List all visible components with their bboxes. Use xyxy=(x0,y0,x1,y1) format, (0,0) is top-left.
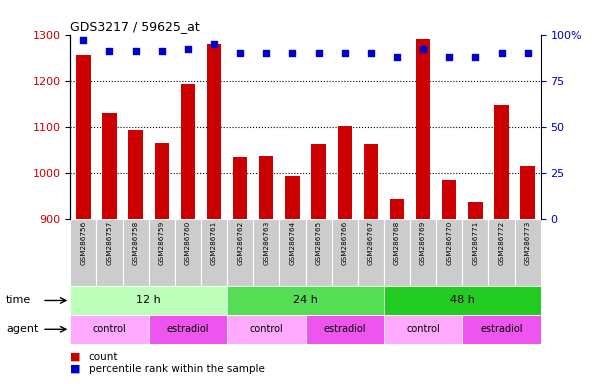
Text: estradiol: estradiol xyxy=(480,324,523,334)
Bar xyxy=(227,219,253,286)
Point xyxy=(131,48,141,54)
Text: GSM286758: GSM286758 xyxy=(133,221,139,265)
Text: GSM286765: GSM286765 xyxy=(315,221,321,265)
Point xyxy=(313,50,323,56)
Text: ■: ■ xyxy=(70,352,81,362)
Point xyxy=(366,50,376,56)
Bar xyxy=(70,286,227,315)
Point xyxy=(419,46,428,52)
Point xyxy=(235,50,245,56)
Bar xyxy=(227,315,306,344)
Text: GSM286760: GSM286760 xyxy=(185,221,191,265)
Text: GDS3217 / 59625_at: GDS3217 / 59625_at xyxy=(70,20,200,33)
Bar xyxy=(285,176,299,219)
Bar xyxy=(463,219,488,286)
Bar xyxy=(337,126,352,219)
Text: ■: ■ xyxy=(70,364,81,374)
Point xyxy=(470,54,480,60)
Bar xyxy=(364,144,378,219)
Bar xyxy=(233,157,247,219)
Text: control: control xyxy=(93,324,126,334)
Bar xyxy=(253,219,279,286)
Text: agent: agent xyxy=(6,324,38,334)
Bar xyxy=(148,219,175,286)
Bar xyxy=(148,315,227,344)
Text: GSM286768: GSM286768 xyxy=(394,221,400,265)
Bar xyxy=(494,104,509,219)
Text: GSM286756: GSM286756 xyxy=(80,221,86,265)
Text: 48 h: 48 h xyxy=(450,295,475,306)
Text: 12 h: 12 h xyxy=(136,295,161,306)
Text: estradiol: estradiol xyxy=(323,324,366,334)
Text: GSM286773: GSM286773 xyxy=(525,221,531,265)
Bar xyxy=(259,156,274,219)
Bar xyxy=(358,219,384,286)
Text: GSM286769: GSM286769 xyxy=(420,221,426,265)
Bar xyxy=(70,219,97,286)
Bar xyxy=(514,219,541,286)
Bar xyxy=(312,144,326,219)
Point xyxy=(340,50,349,56)
Point xyxy=(392,54,402,60)
Point xyxy=(497,50,507,56)
Bar xyxy=(463,315,541,344)
Bar xyxy=(416,39,430,219)
Text: GSM286764: GSM286764 xyxy=(290,221,296,265)
Text: GSM286761: GSM286761 xyxy=(211,221,217,265)
Text: GSM286763: GSM286763 xyxy=(263,221,269,265)
Bar xyxy=(227,286,384,315)
Bar xyxy=(181,84,195,219)
Text: control: control xyxy=(406,324,440,334)
Bar xyxy=(384,219,410,286)
Bar xyxy=(521,166,535,219)
Bar xyxy=(123,219,148,286)
Point xyxy=(288,50,298,56)
Bar xyxy=(306,315,384,344)
Bar xyxy=(279,219,306,286)
Bar xyxy=(76,55,90,219)
Text: count: count xyxy=(89,352,118,362)
Point xyxy=(183,46,193,52)
Bar xyxy=(97,219,123,286)
Bar xyxy=(442,180,456,219)
Point xyxy=(104,48,114,54)
Point xyxy=(157,48,167,54)
Bar xyxy=(384,286,541,315)
Point xyxy=(523,50,533,56)
Bar xyxy=(332,219,358,286)
Text: GSM286767: GSM286767 xyxy=(368,221,374,265)
Text: GSM286757: GSM286757 xyxy=(106,221,112,265)
Text: percentile rank within the sample: percentile rank within the sample xyxy=(89,364,265,374)
Text: GSM286771: GSM286771 xyxy=(472,221,478,265)
Text: GSM286770: GSM286770 xyxy=(446,221,452,265)
Bar xyxy=(468,202,483,219)
Bar xyxy=(155,143,169,219)
Bar xyxy=(207,44,221,219)
Text: GSM286759: GSM286759 xyxy=(159,221,165,265)
Bar xyxy=(70,315,148,344)
Point xyxy=(444,54,454,60)
Bar xyxy=(102,113,117,219)
Text: GSM286762: GSM286762 xyxy=(237,221,243,265)
Text: GSM286766: GSM286766 xyxy=(342,221,348,265)
Bar xyxy=(175,219,201,286)
Bar xyxy=(436,219,463,286)
Text: time: time xyxy=(6,295,31,306)
Point xyxy=(262,50,271,56)
Bar xyxy=(410,219,436,286)
Point xyxy=(209,41,219,47)
Text: GSM286772: GSM286772 xyxy=(499,221,505,265)
Bar xyxy=(128,130,143,219)
Bar xyxy=(488,219,514,286)
Text: control: control xyxy=(249,324,283,334)
Bar xyxy=(201,219,227,286)
Text: estradiol: estradiol xyxy=(167,324,209,334)
Bar xyxy=(384,315,463,344)
Text: 24 h: 24 h xyxy=(293,295,318,306)
Bar xyxy=(390,199,404,219)
Bar xyxy=(306,219,332,286)
Point xyxy=(78,37,88,43)
